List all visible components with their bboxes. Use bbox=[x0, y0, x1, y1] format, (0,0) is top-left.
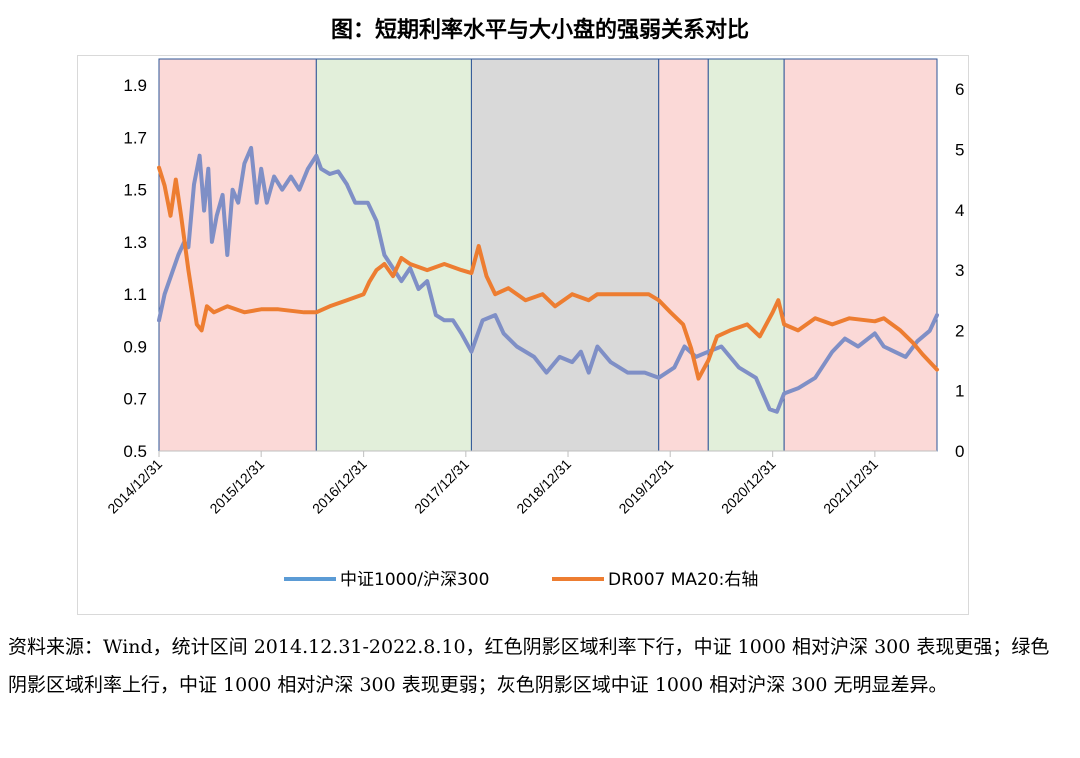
shaded-region-red-0 bbox=[158, 58, 317, 452]
chart-svg: 0.5 0.7 0.9 1.1 1.3 1.5 1.7 1.9 0 1 2 3 4 5 6 2014/12/3… bbox=[104, 58, 964, 590]
x-tick-label: 2014/12/31 bbox=[104, 456, 165, 517]
shaded-regions bbox=[158, 58, 938, 452]
y-left-tick-label: 1.7 bbox=[123, 128, 147, 147]
y-right-tick-label: 0 bbox=[955, 442, 964, 461]
y-left-tick-label: 1.5 bbox=[123, 181, 147, 200]
y-left-tick-label: 1.3 bbox=[123, 233, 147, 252]
y-right-tick-label: 6 bbox=[955, 80, 964, 99]
y-left-tick-label: 1.1 bbox=[123, 285, 147, 304]
legend-label-1: 中证1000/沪深300 bbox=[340, 570, 489, 590]
y-left-tick-label: 0.7 bbox=[123, 390, 147, 409]
chart-frame: 0.5 0.7 0.9 1.1 1.3 1.5 1.7 1.9 0 1 2 3 4 5 6 2014/12/3… bbox=[77, 55, 969, 615]
y-left-tick-label: 0.5 bbox=[123, 442, 147, 461]
x-tick-label: 2015/12/31 bbox=[206, 456, 267, 517]
series-line-2 bbox=[157, 165, 939, 381]
series-line-1 bbox=[157, 145, 939, 414]
x-tick-label: 2021/12/31 bbox=[820, 456, 881, 517]
y-right-tick-label: 5 bbox=[955, 140, 964, 159]
chart-title: 图：短期利率水平与大小盘的强弱关系对比 bbox=[330, 17, 749, 43]
y-right-tick-label: 2 bbox=[955, 321, 964, 340]
x-tick-label: 2016/12/31 bbox=[309, 456, 370, 517]
x-tick-label: 2017/12/31 bbox=[411, 456, 472, 517]
x-tick-label: 2019/12/31 bbox=[615, 456, 676, 517]
legend: 中证1000/沪深300 DR007 MA20:右轴 bbox=[284, 570, 758, 590]
source-caption: 资料来源：Wind，统计区间 2014.12.31-2022.8.10，红色阴影… bbox=[8, 636, 1050, 696]
shaded-region-green-4 bbox=[707, 58, 785, 452]
shaded-region-gray-2 bbox=[470, 58, 660, 452]
x-tick-label: 2018/12/31 bbox=[513, 456, 574, 517]
y-right-tick-label: 3 bbox=[955, 261, 964, 280]
shaded-region-red-5 bbox=[783, 58, 938, 452]
y-left-tick-label: 0.9 bbox=[123, 337, 147, 356]
shaded-region-green-1 bbox=[315, 58, 472, 452]
y-right-tick-label: 4 bbox=[955, 201, 964, 220]
x-tick-label: 2020/12/31 bbox=[718, 456, 779, 517]
y-left-tick-label: 1.9 bbox=[123, 76, 147, 95]
series-lines bbox=[157, 145, 939, 414]
shaded-region-red-3 bbox=[658, 58, 709, 452]
y-right-tick-label: 1 bbox=[955, 382, 964, 401]
legend-label-2: DR007 MA20:右轴 bbox=[608, 570, 758, 590]
